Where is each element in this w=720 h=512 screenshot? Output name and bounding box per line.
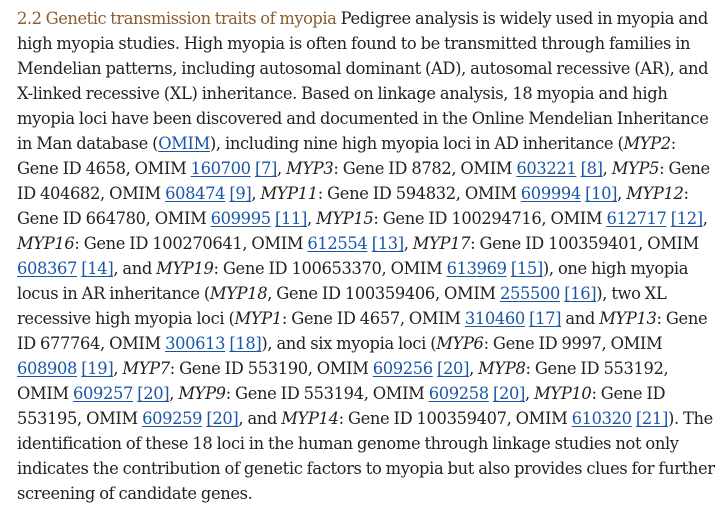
omim-entry-link[interactable]: 609256: [372, 359, 433, 378]
paragraph: 2.2 Genetic transmission traits of myopi…: [17, 6, 717, 506]
gene-symbol: MYP16: [17, 234, 75, 253]
gene-symbol: MYP17: [412, 234, 471, 253]
citation-link[interactable]: [14]: [81, 259, 114, 278]
citation-link[interactable]: [20]: [206, 409, 239, 428]
omim-entry-link[interactable]: 612554: [307, 234, 368, 253]
body-text: ), one high myopia locus in AR inheritan…: [17, 259, 689, 303]
omim-entry-link[interactable]: 609994: [520, 184, 581, 203]
citation-link[interactable]: [20]: [493, 384, 526, 403]
body-text: : Gene ID 4657, OMIM: [281, 309, 465, 328]
citation-link[interactable]: [20]: [137, 384, 170, 403]
omim-entry-link[interactable]: 603221: [516, 159, 577, 178]
gene-symbol: MYP1: [234, 309, 283, 328]
body-text: : Gene ID 4658, OMIM: [17, 134, 676, 178]
body-text: : Gene ID 100270641, OMIM: [74, 234, 308, 253]
gene-symbol: MYP8: [478, 359, 526, 378]
body-text: ). The identification of these 18 loci i…: [17, 409, 715, 503]
citation-link[interactable]: [19]: [81, 359, 114, 378]
section-heading: 2.2 Genetic transmission traits of myopi…: [17, 9, 337, 28]
omim-entry-link[interactable]: 608474: [165, 184, 226, 203]
omim-entry-link[interactable]: 612717: [606, 209, 667, 228]
omim-entry-link[interactable]: 608367: [17, 259, 78, 278]
body-text: , and: [113, 259, 157, 278]
citation-link[interactable]: [12]: [670, 209, 703, 228]
body-text: ,: [602, 159, 612, 178]
body-text: : Gene ID 9997, OMIM: [483, 334, 663, 353]
body-text: ,: [525, 384, 535, 403]
gene-symbol: MYP10: [534, 384, 592, 403]
body-text: ), including nine high myopia loci in AD…: [209, 134, 624, 153]
citation-link[interactable]: [16]: [564, 284, 597, 303]
body-text: : Gene ID 594832, OMIM: [317, 184, 521, 203]
body-text: : Gene ID 677764, OMIM: [17, 309, 708, 353]
body-text: ,: [276, 159, 287, 178]
gene-symbol: MYP13: [599, 309, 657, 328]
omim-entry-link[interactable]: 609259: [142, 409, 203, 428]
body-text: ,: [702, 209, 708, 228]
citation-link[interactable]: [20]: [437, 359, 470, 378]
body-text: : Gene ID 553190, OMIM: [169, 359, 373, 378]
omim-entry-link[interactable]: 300613: [165, 334, 226, 353]
gene-symbol: MYP14: [281, 409, 339, 428]
citation-link[interactable]: [8]: [580, 159, 603, 178]
omim-entry-link[interactable]: 613969: [446, 259, 507, 278]
omim-entry-link[interactable]: 310460: [464, 309, 525, 328]
gene-symbol: MYP6: [436, 334, 484, 353]
body-text: ,: [169, 384, 179, 403]
citation-link[interactable]: [18]: [229, 334, 262, 353]
body-text: : Gene ID 100359401, OMIM: [470, 234, 699, 253]
gene-symbol: MYP7: [122, 359, 170, 378]
gene-symbol: MYP12: [626, 184, 684, 203]
gene-symbol: MYP5: [611, 159, 660, 178]
gene-symbol: MYP19: [156, 259, 214, 278]
body-text: : Gene ID 8782, OMIM: [333, 159, 517, 178]
gene-symbol: MYP15: [316, 209, 374, 228]
omim-entry-link[interactable]: 609258: [428, 384, 489, 403]
paragraph-body: Pedigree analysis is widely used in myop…: [17, 9, 715, 503]
body-text: : Gene ID 404682, OMIM: [17, 159, 710, 203]
citation-link[interactable]: [11]: [274, 209, 307, 228]
citation-link[interactable]: [13]: [371, 234, 404, 253]
body-text: : Gene ID 100653370, OMIM: [213, 259, 447, 278]
omim-entry-link[interactable]: 609995: [210, 209, 271, 228]
gene-symbol: MYP3: [286, 159, 334, 178]
body-text: and: [561, 309, 600, 328]
body-text: : Gene ID 553192, OMIM: [17, 359, 669, 403]
gene-symbol: MYP18: [209, 284, 268, 303]
body-text: : Gene ID 100359407, OMIM: [338, 409, 572, 428]
body-text: : Gene ID 553195, OMIM: [17, 384, 666, 428]
body-text: ,: [469, 359, 479, 378]
body-text: ), and six myopia loci (: [261, 334, 437, 353]
body-text: ,: [251, 184, 261, 203]
body-text: ,: [113, 359, 123, 378]
body-text: , and: [238, 409, 282, 428]
omim-entry-link[interactable]: 609257: [72, 384, 134, 403]
citation-link[interactable]: [10]: [585, 184, 618, 203]
citation-link[interactable]: [17]: [529, 309, 562, 328]
body-text: : Gene ID 664780, OMIM: [17, 184, 689, 228]
omim-entry-link[interactable]: 608908: [17, 359, 78, 378]
body-text: ), two XL recessive high myopia loci (: [17, 284, 667, 328]
body-text: ,: [617, 184, 627, 203]
body-text: : Gene ID 553194, OMIM: [225, 384, 429, 403]
body-text: , Gene ID 100359406, OMIM: [267, 284, 500, 303]
body-text: ,: [403, 234, 413, 253]
citation-link[interactable]: [9]: [229, 184, 252, 203]
omim-entry-link[interactable]: 160700: [190, 159, 251, 178]
citation-link[interactable]: [21]: [635, 409, 668, 428]
gene-symbol: MYP9: [178, 384, 226, 403]
gene-symbol: MYP11: [260, 184, 318, 203]
omim-entry-link[interactable]: 255500: [499, 284, 561, 303]
citation-link[interactable]: [7]: [254, 159, 277, 178]
body-text: : Gene ID 100294716, OMIM: [373, 209, 607, 228]
body-text: Pedigree analysis is widely used in myop…: [17, 9, 709, 153]
gene-symbol: MYP2: [623, 134, 671, 153]
article-body: 2.2 Genetic transmission traits of myopi…: [17, 6, 717, 506]
omim-database-link[interactable]: OMIM: [158, 134, 210, 153]
citation-link[interactable]: [15]: [510, 259, 543, 278]
body-text: ,: [306, 209, 317, 228]
omim-entry-link[interactable]: 610320: [571, 409, 632, 428]
